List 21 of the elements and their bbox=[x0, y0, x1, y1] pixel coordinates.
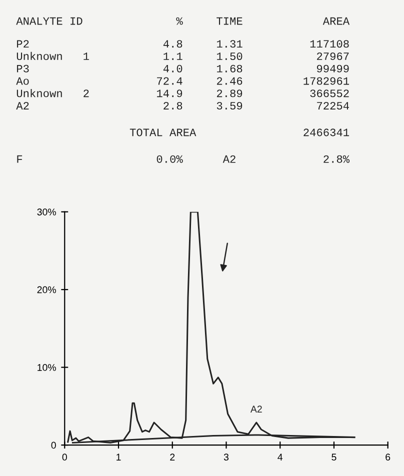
text: P2 4.8 1.31 117108 bbox=[17, 40, 349, 48]
text: Unknown 2 14.9 2.89 366552 bbox=[16, 89, 349, 98]
y-tick-label: 20% bbox=[37, 286, 56, 294]
y-tick-label: 30% bbox=[37, 208, 56, 216]
annotation: A2 bbox=[250, 406, 262, 412]
text: P3 4.0 1.68 99499 bbox=[17, 64, 349, 72]
x-tick-label: 2 bbox=[170, 454, 175, 460]
x-tick-label: 5 bbox=[332, 454, 336, 461]
text: A2 2.8 3.59 72254 bbox=[16, 102, 349, 110]
x-tick-label: 4 bbox=[278, 454, 283, 460]
x-tick-label: 0 bbox=[62, 454, 67, 461]
x-tick-label: 3 bbox=[224, 454, 229, 461]
text: Unknown 1 1.1 1.50 27967 bbox=[16, 52, 349, 60]
y-tick-label: 0 bbox=[51, 442, 56, 449]
text: TOTAL AREA 2466341 bbox=[130, 128, 350, 136]
x-tick-label: 1 bbox=[116, 454, 121, 460]
text: ANALYTE ID % TIME AREA bbox=[16, 17, 350, 25]
x-tick-label: 6 bbox=[386, 454, 390, 461]
text: Ao 72.4 2.46 1782961 bbox=[16, 77, 350, 85]
y-tick-label: 10% bbox=[38, 364, 56, 371]
text: F 0.0% A2 2.8% bbox=[17, 155, 350, 163]
